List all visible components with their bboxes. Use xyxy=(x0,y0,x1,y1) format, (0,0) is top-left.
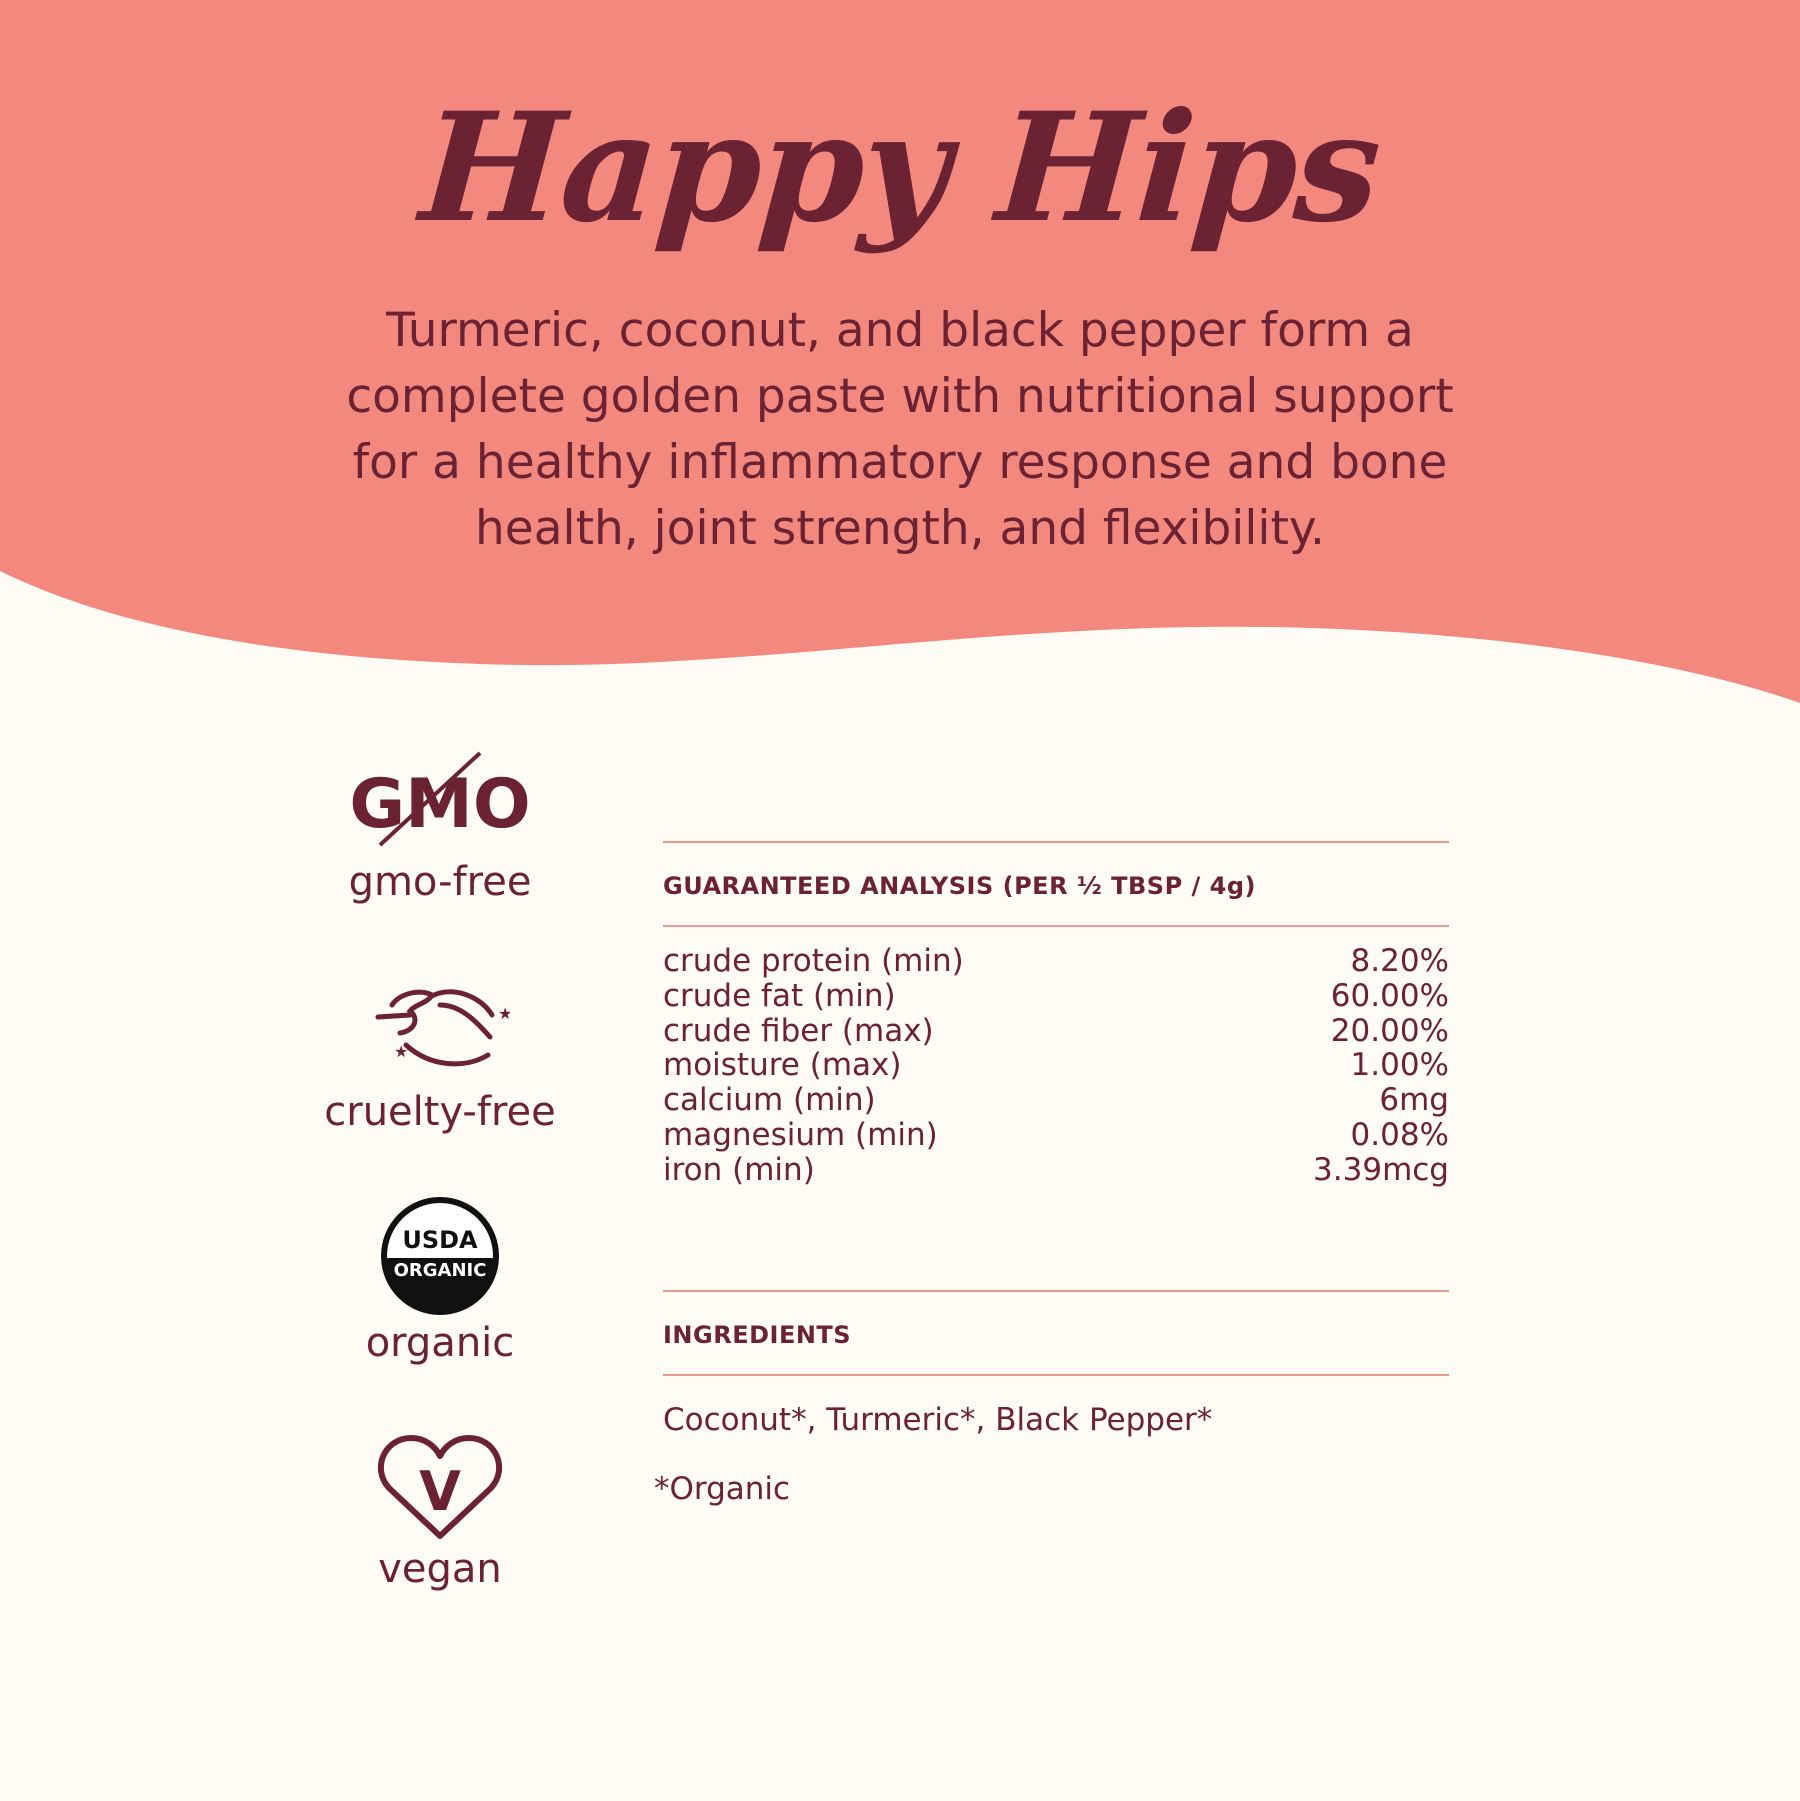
svg-text:ORGANIC: ORGANIC xyxy=(394,1260,487,1281)
nutrient-name: moisture (max) xyxy=(663,1047,902,1084)
badge-gmo-free: GMO gmo-free xyxy=(290,745,590,905)
nutrient-value: 60.00% xyxy=(1330,977,1449,1014)
divider xyxy=(663,1374,1449,1376)
analysis-row: crude fat (min) 60.00% xyxy=(663,977,1449,1014)
ingredients-list: Coconut*, Turmeric*, Black Pepper* xyxy=(663,1402,1213,1438)
description-line: Turmeric, coconut, and black pepper form… xyxy=(386,303,1414,358)
nutrient-name: crude fat (min) xyxy=(663,977,896,1014)
analysis-row: magnesium (min) 0.08% xyxy=(663,1118,1449,1153)
nutrient-value: 20.00% xyxy=(1330,1012,1449,1049)
svg-text:★: ★ xyxy=(498,1004,510,1023)
organic-note: *Organic xyxy=(654,1471,791,1507)
usda-organic-seal-icon: USDA ORGANIC xyxy=(381,1197,499,1315)
nutrient-value: 6mg xyxy=(1379,1082,1449,1119)
leaping-bunny-icon: ★ ★ xyxy=(375,989,512,1067)
nutrient-name: magnesium (min) xyxy=(663,1116,938,1153)
analysis-heading: GUARANTEED ANALYSIS (PER ½ TBSP / 4g) xyxy=(663,872,1256,900)
svg-text:GMO: GMO xyxy=(349,765,530,844)
badge-organic: USDA ORGANIC organic xyxy=(290,1196,590,1366)
nutrient-name: calcium (min) xyxy=(663,1082,876,1119)
product-description: Turmeric, coconut, and black pepper form… xyxy=(250,298,1550,562)
badge-label: organic xyxy=(365,1320,515,1366)
analysis-row: crude protein (min) 8.20% xyxy=(663,944,1449,979)
nutrient-name: iron (min) xyxy=(663,1151,815,1188)
nutrient-value: 1.00% xyxy=(1350,1047,1449,1084)
analysis-table: crude protein (min) 8.20% crude fat (min)… xyxy=(663,944,1449,1188)
product-title: Happy Hips xyxy=(415,80,1385,256)
badge-cruelty-free: ★ ★ cruelty-free xyxy=(290,975,590,1135)
badge-label: gmo-free xyxy=(348,859,532,905)
nutrient-value: 3.39mcg xyxy=(1313,1151,1449,1188)
gmo-crossed-icon: GMO xyxy=(349,751,531,847)
analysis-row: crude fiber (max) 20.00% xyxy=(663,1012,1449,1049)
svg-text:V: V xyxy=(419,1460,461,1523)
nutrient-value: 0.08% xyxy=(1350,1116,1449,1153)
description-line: for a healthy inflammatory response and … xyxy=(352,435,1448,490)
divider xyxy=(663,1290,1449,1292)
analysis-row: moisture (max) 1.00% xyxy=(663,1048,1449,1083)
badge-label: vegan xyxy=(378,1546,502,1592)
analysis-row: calcium (min) 6mg xyxy=(663,1083,1449,1118)
vegan-heart-icon: V xyxy=(377,1435,503,1539)
svg-text:USDA: USDA xyxy=(402,1226,478,1254)
divider xyxy=(663,925,1449,927)
description-line: health, joint strength, and flexibility. xyxy=(475,501,1325,556)
badge-vegan: V vegan xyxy=(290,1432,590,1592)
divider xyxy=(663,841,1449,843)
ingredients-heading: INGREDIENTS xyxy=(663,1321,852,1349)
analysis-row: iron (min) 3.39mcg xyxy=(663,1151,1449,1188)
nutrient-name: crude fiber (max) xyxy=(663,1012,934,1049)
badge-label: cruelty-free xyxy=(324,1089,556,1135)
description-line: complete golden paste with nutritional s… xyxy=(346,369,1454,424)
nutrient-value: 8.20% xyxy=(1350,943,1449,979)
nutrient-name: crude protein (min) xyxy=(663,943,964,979)
svg-text:★: ★ xyxy=(394,1042,408,1061)
